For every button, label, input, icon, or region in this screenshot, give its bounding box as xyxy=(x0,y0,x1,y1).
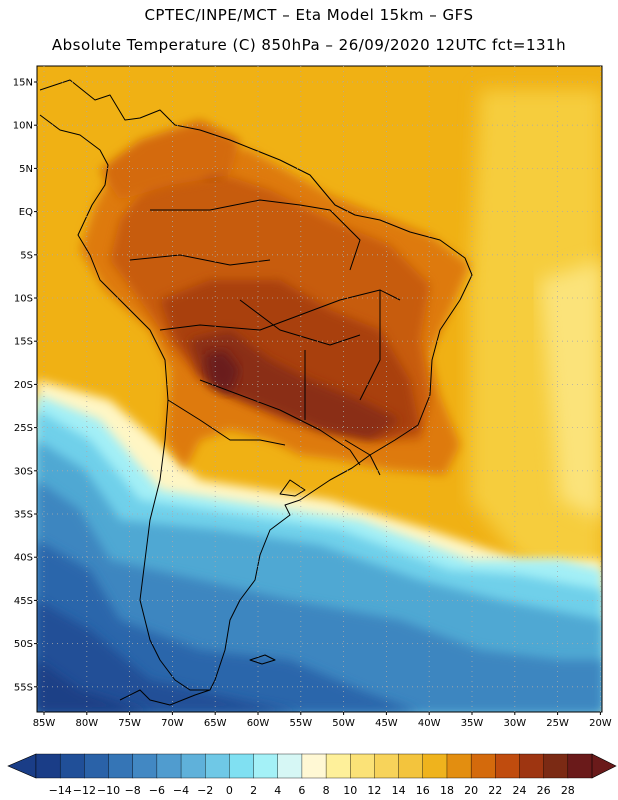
lon-label: 45W xyxy=(375,718,398,729)
lon-label: 50W xyxy=(332,718,355,729)
colorbar-swatch xyxy=(132,753,158,779)
colorbar-swatch xyxy=(108,753,134,779)
colorbar-swatch xyxy=(422,753,448,779)
colorbar-swatch xyxy=(374,753,400,779)
colorbar-label: 4 xyxy=(274,784,281,797)
colorbar-swatch xyxy=(567,753,593,779)
colorbar-swatch xyxy=(180,753,206,779)
lat-label: 20S xyxy=(14,380,33,391)
lat-label: 30S xyxy=(14,466,33,477)
lon-label: 75W xyxy=(118,718,141,729)
colorbar-labels: −14 −12 −10 −8 −6 −4 −2 0 2 4 6 8 10 12 14 16 18 20 22 24 26… xyxy=(49,784,575,797)
lon-label: 20W xyxy=(589,718,612,729)
latitude-labels: 15N 10N 5N EQ 5S 10S 15S 20S 25S 30S 35S 40S 45S 50S 5… xyxy=(13,78,37,693)
lon-label: 65W xyxy=(204,718,227,729)
colorbar-arrow-left xyxy=(7,753,37,779)
colorbar-label: 2 xyxy=(250,784,257,797)
colorbar-label: 12 xyxy=(367,784,381,797)
map-frame xyxy=(36,65,603,713)
colorbar-label: −12 xyxy=(73,784,96,797)
colorbar-swatch xyxy=(205,753,230,779)
lat-label: 5N xyxy=(19,164,33,175)
lat-label: 35S xyxy=(14,510,33,521)
colorbar-label: 20 xyxy=(464,784,478,797)
colorbar xyxy=(7,753,617,779)
lat-label: 15N xyxy=(13,78,33,89)
colorbar-swatch xyxy=(229,753,255,779)
lon-label: 40W xyxy=(418,718,441,729)
lon-label: 80W xyxy=(75,718,98,729)
lat-label: 45S xyxy=(14,596,33,607)
colorbar-label: 10 xyxy=(343,784,357,797)
colorbar-swatch xyxy=(59,753,85,779)
colorbar-label: 8 xyxy=(323,784,330,797)
colorbar-swatch xyxy=(301,753,327,779)
lat-label: 25S xyxy=(14,423,33,434)
lat-label: 15S xyxy=(14,337,33,348)
colorbar-swatch xyxy=(277,753,303,779)
colorbar-swatch xyxy=(84,753,110,779)
lon-label: 55W xyxy=(289,718,312,729)
lon-label: 70W xyxy=(161,718,184,729)
colorbar-swatch xyxy=(398,753,424,779)
colorbar-swatch xyxy=(325,753,351,779)
lat-label: 5S xyxy=(20,250,33,261)
coastline xyxy=(39,79,473,706)
temperature-field xyxy=(37,66,602,712)
colorbar-label: −6 xyxy=(149,784,165,797)
colorbar-swatch xyxy=(350,753,375,779)
lat-label: EQ xyxy=(19,207,33,218)
title-line-2: Absolute Temperature (C) 850hPa – 26/09/… xyxy=(51,36,567,54)
colorbar-swatch xyxy=(35,753,61,779)
colorbar-label: 28 xyxy=(561,784,575,797)
colorbar-swatch xyxy=(519,753,545,779)
lon-label: 85W xyxy=(33,718,56,729)
colorbar-arrow-right xyxy=(591,753,617,779)
lon-label: 35W xyxy=(461,718,484,729)
colorbar-label: −10 xyxy=(97,784,120,797)
colorbar-swatch xyxy=(156,753,182,779)
lon-label: 30W xyxy=(503,718,526,729)
colorbar-swatch xyxy=(495,753,520,779)
lat-label: 10N xyxy=(13,121,33,132)
colorbar-label: −8 xyxy=(125,784,141,797)
colorbar-label: −2 xyxy=(197,784,213,797)
colorbar-swatch xyxy=(470,753,496,779)
colorbar-label: −4 xyxy=(173,784,189,797)
title-line-1: CPTEC/INPE/MCT – Eta Model 15km – GFS xyxy=(144,6,474,24)
lon-label: 25W xyxy=(546,718,569,729)
colorbar-label: 22 xyxy=(488,784,502,797)
longitude-labels: 85W 80W 75W 70W 65W 60W 55W 50W 45W 40W 35W 30W 25W 2… xyxy=(33,712,612,729)
lat-label: 55S xyxy=(14,682,33,693)
map-gridlines xyxy=(37,66,602,712)
colorbar-label: 16 xyxy=(416,784,430,797)
colorbar-label: 0 xyxy=(226,784,233,797)
colorbar-swatch xyxy=(253,753,279,779)
lat-label: 40S xyxy=(14,553,33,564)
lon-label: 60W xyxy=(247,718,270,729)
colorbar-swatch xyxy=(446,753,472,779)
colorbar-label: −14 xyxy=(49,784,72,797)
colorbar-label: 26 xyxy=(537,784,551,797)
colorbar-label: 14 xyxy=(392,784,406,797)
colorbar-label: 24 xyxy=(512,784,526,797)
colorbar-label: 6 xyxy=(298,784,305,797)
lat-label: 10S xyxy=(14,294,33,305)
lat-label: 50S xyxy=(14,639,33,650)
colorbar-swatch xyxy=(543,753,569,779)
colorbar-label: 18 xyxy=(440,784,454,797)
